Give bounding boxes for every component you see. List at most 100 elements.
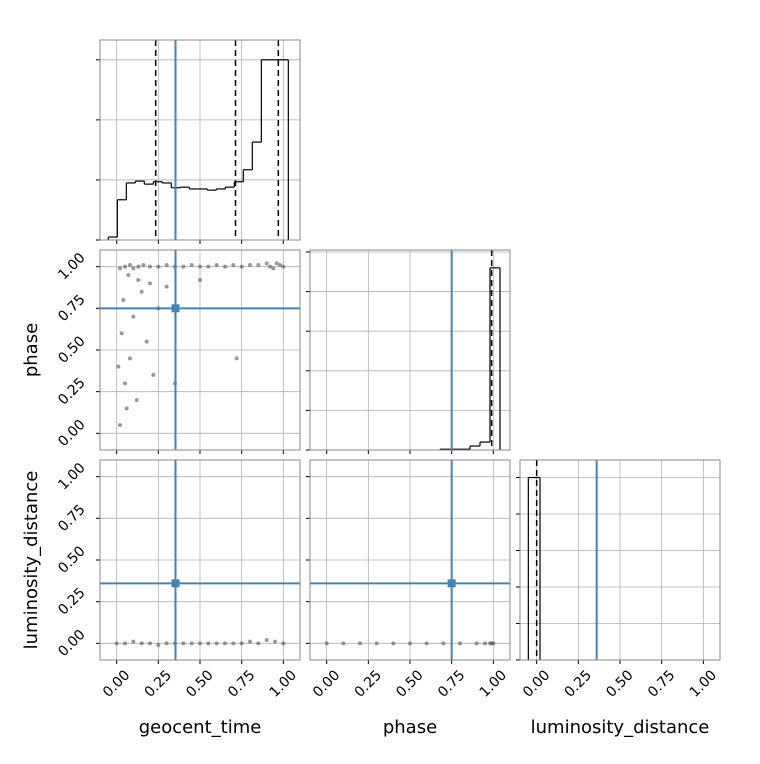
x-tick-label: 1.00 <box>267 667 300 700</box>
sample-point <box>164 263 169 267</box>
sample-point <box>273 639 277 644</box>
sample-point <box>391 641 396 646</box>
sample-point <box>278 263 282 267</box>
sample-point <box>126 273 131 277</box>
sample-point <box>239 641 244 646</box>
y-tick-label: 0.75 <box>55 292 88 325</box>
sample-point <box>148 641 152 646</box>
sample-point <box>131 639 136 644</box>
x-tick-label: 1.00 <box>687 667 720 700</box>
sample-point <box>264 261 269 266</box>
sample-point <box>271 266 276 271</box>
y-tick-label: 0.75 <box>55 502 88 535</box>
sample-point <box>118 266 122 271</box>
sample-point <box>198 278 202 282</box>
x-tick-label: 0.00 <box>100 667 133 700</box>
x-tick-label: 0.25 <box>562 667 595 700</box>
sample-point <box>134 398 139 402</box>
y-tick-label: 0.50 <box>55 543 88 576</box>
sample-point <box>239 264 244 269</box>
sample-point <box>121 298 126 302</box>
sample-point <box>124 406 129 411</box>
x-tick-label: 0.00 <box>520 667 553 700</box>
sample-point <box>281 264 286 269</box>
sample-point <box>148 281 152 286</box>
panel-frame <box>519 459 721 661</box>
sample-point <box>491 641 496 646</box>
sample-point <box>123 641 127 646</box>
sample-point <box>116 364 121 369</box>
sample-point <box>374 641 379 646</box>
sample-point <box>164 641 169 646</box>
sample-point <box>206 641 211 646</box>
x-tick-label: 0.50 <box>183 667 216 700</box>
truth-marker <box>171 579 180 588</box>
sample-point <box>123 264 127 269</box>
sample-point <box>118 423 122 427</box>
sample-point <box>181 641 186 646</box>
panel-frame <box>99 459 301 661</box>
sample-point <box>189 641 194 646</box>
x-tick-label: 0.50 <box>393 667 426 700</box>
panel-frame <box>309 459 511 661</box>
sample-point <box>131 314 136 319</box>
sample-point <box>136 278 141 282</box>
panel-frame <box>99 39 301 241</box>
x-tick-label: 0.75 <box>225 667 258 700</box>
sample-point <box>223 264 227 269</box>
sample-point <box>141 263 146 267</box>
sample-point <box>264 638 269 642</box>
sample-point <box>139 289 144 294</box>
x-tick-label: 0.75 <box>435 667 468 700</box>
sample-point <box>214 641 219 646</box>
truth-marker <box>171 304 180 313</box>
y-tick-label: 0.00 <box>55 417 88 450</box>
panel-frame <box>99 249 301 451</box>
panel-frame <box>309 249 511 451</box>
y-tick-label: 1.00 <box>55 250 88 283</box>
sample-point <box>324 641 329 646</box>
x-axis-label: phase <box>383 717 437 738</box>
truth-marker <box>447 579 456 588</box>
sample-point <box>148 264 152 269</box>
sample-point <box>156 264 161 269</box>
y-tick-label: 0.00 <box>55 627 88 660</box>
sample-point <box>424 641 429 646</box>
y-tick-label: 0.25 <box>55 375 88 408</box>
sample-point <box>458 641 462 646</box>
sample-point <box>144 339 149 344</box>
x-tick-label: 1.00 <box>477 667 510 700</box>
sample-point <box>248 263 252 267</box>
sample-point <box>151 373 156 377</box>
sample-point <box>234 356 239 361</box>
x-tick-label: 0.00 <box>310 667 343 700</box>
sample-point <box>136 264 141 269</box>
sample-point <box>198 264 202 269</box>
y-axis-label: luminosity_distance <box>21 471 42 650</box>
sample-point <box>123 381 127 386</box>
sample-point <box>189 263 194 267</box>
sample-point <box>268 264 272 269</box>
sample-point <box>119 331 124 336</box>
x-axis-label: luminosity_distance <box>531 717 710 738</box>
sample-point <box>358 641 362 646</box>
sample-point <box>281 641 286 646</box>
sample-point <box>474 641 479 646</box>
x-tick-label: 0.50 <box>603 667 636 700</box>
sample-point <box>128 356 132 361</box>
sample-point <box>128 263 132 267</box>
y-tick-label: 1.00 <box>55 460 88 493</box>
x-tick-label: 0.25 <box>142 667 175 700</box>
sample-point <box>223 641 227 646</box>
sample-point <box>214 263 219 267</box>
sample-point <box>341 641 346 646</box>
sample-point <box>198 641 202 646</box>
y-tick-label: 0.50 <box>55 333 88 366</box>
sample-point <box>164 284 169 289</box>
sample-point <box>441 641 446 646</box>
sample-point <box>131 266 136 271</box>
x-axis-label: geocent_time <box>139 717 262 738</box>
sample-point <box>181 264 186 269</box>
sample-point <box>256 641 261 646</box>
